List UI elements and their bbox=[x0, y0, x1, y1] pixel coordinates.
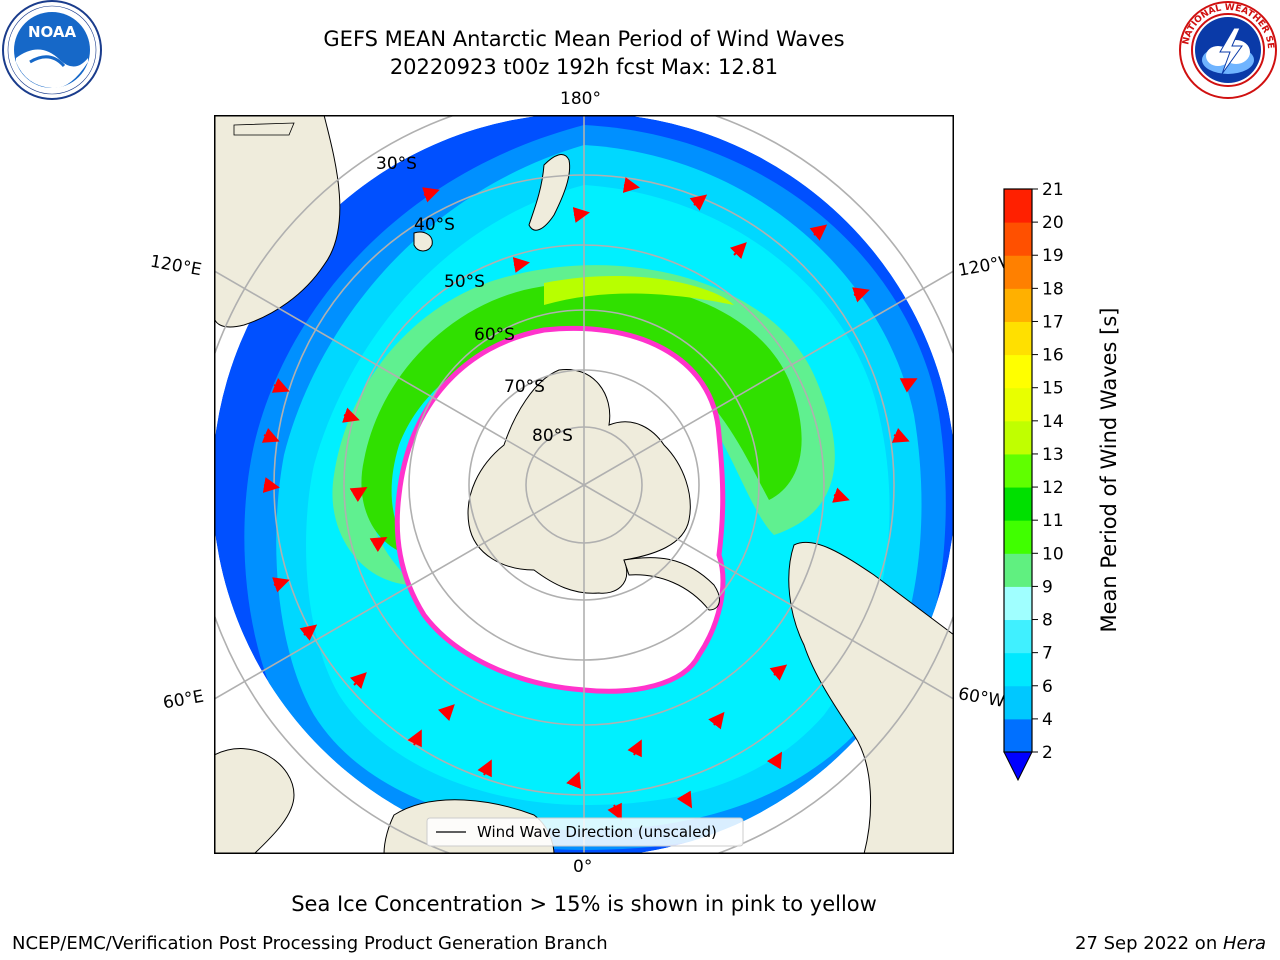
colorbar-tick-label: 12 bbox=[1042, 478, 1064, 498]
colorbar-tick-label: 14 bbox=[1042, 412, 1064, 432]
colorbar-tick-label: 8 bbox=[1042, 611, 1053, 631]
colorbar-segment bbox=[1004, 222, 1032, 256]
map-legend: Wind Wave Direction (unscaled) bbox=[426, 817, 744, 847]
colorbar-segment bbox=[1004, 553, 1032, 587]
footer-date: 27 Sep 2022 on Hera bbox=[1075, 932, 1266, 956]
colorbar-segment bbox=[1004, 453, 1032, 488]
colorbar-segment bbox=[1004, 619, 1032, 654]
colorbar-segment bbox=[1004, 685, 1032, 720]
map-title: GEFS MEAN Antarctic Mean Period of Wind … bbox=[323, 27, 845, 51]
colorbar-segment bbox=[1004, 520, 1032, 554]
colorbar-tick-label: 18 bbox=[1042, 279, 1064, 299]
colorbar-tick-label: 6 bbox=[1042, 677, 1053, 697]
colorbar-tick-label: 4 bbox=[1042, 710, 1053, 730]
colorbar-segment bbox=[1004, 420, 1032, 455]
colorbar: 2 4 6 7 8 9 10 11 12 13 14 15 16 17 18 19 20 21 Mean Peri… bbox=[1003, 180, 1121, 782]
footer-host: Hera bbox=[1222, 933, 1266, 954]
noaa-logo-text: NOAA bbox=[28, 23, 77, 41]
colorbar-segment bbox=[1004, 487, 1032, 521]
colorbar-segment bbox=[1004, 652, 1032, 687]
lon-label-0: 0° bbox=[573, 857, 593, 877]
colorbar-segment bbox=[1004, 189, 1032, 223]
lon-label-60e: 60°E bbox=[161, 686, 206, 714]
colorbar-segment bbox=[1004, 288, 1032, 322]
colorbar-tick-label: 20 bbox=[1042, 213, 1064, 233]
lon-label-120e: 120°E bbox=[148, 251, 204, 281]
antarctic-peninsula bbox=[623, 557, 720, 611]
colorbar-segment bbox=[1004, 586, 1032, 621]
colorbar-segment bbox=[1004, 718, 1032, 753]
lat-label-30s: 30°S bbox=[376, 154, 417, 174]
south-america bbox=[788, 541, 954, 854]
lat-label-60s: 60°S bbox=[474, 325, 515, 345]
australia bbox=[214, 115, 341, 328]
footer-date-text: 27 Sep 2022 on bbox=[1075, 933, 1223, 954]
map-border bbox=[214, 115, 954, 854]
colorbar-tick-label: 21 bbox=[1042, 180, 1064, 200]
colorbar-tick-label: 11 bbox=[1042, 511, 1064, 531]
colorbar-under-arrow bbox=[1003, 751, 1033, 782]
lat-label-80s: 80°S bbox=[532, 426, 573, 446]
period-band-12-13 bbox=[544, 275, 734, 305]
footer-credit: NCEP/EMC/Verification Post Processing Pr… bbox=[12, 933, 608, 954]
colorbar-segment bbox=[1004, 354, 1032, 389]
lon-label-180: 180° bbox=[560, 89, 601, 109]
colorbar-segment bbox=[1004, 321, 1032, 356]
tasmania bbox=[413, 231, 433, 252]
wind-wave-arrows bbox=[261, 177, 918, 821]
colorbar-segments bbox=[1004, 189, 1032, 753]
colorbar-tick-label: 17 bbox=[1042, 312, 1064, 332]
colorbar-tick-label: 9 bbox=[1042, 577, 1053, 597]
colorbar-tick-label: 7 bbox=[1042, 644, 1053, 664]
lat-label-70s: 70°S bbox=[504, 377, 545, 397]
legend-label: Wind Wave Direction (unscaled) bbox=[477, 823, 717, 841]
longitude-gridlines bbox=[214, 115, 954, 854]
colorbar-tick-label: 19 bbox=[1042, 246, 1064, 266]
lat-label-50s: 50°S bbox=[444, 272, 485, 292]
polar-map: 30°S 40°S 50°S 60°S 70°S 80°S Wind Wave … bbox=[214, 115, 954, 854]
madagascar bbox=[214, 748, 295, 854]
colorbar-ticks: 2 4 6 7 8 9 10 11 12 13 14 15 16 17 18 19 20 21 bbox=[1032, 180, 1064, 763]
colorbar-tick-label: 16 bbox=[1042, 346, 1064, 366]
national-weather-service-logo-icon: NATIONAL WEATHER SERVICE bbox=[1176, 0, 1277, 99]
colorbar-label: Mean Period of Wind Waves [s] bbox=[1097, 308, 1121, 633]
colorbar-tick-label: 10 bbox=[1042, 544, 1064, 564]
new-zealand bbox=[528, 154, 571, 231]
colorbar-tick-label: 15 bbox=[1042, 379, 1064, 399]
noaa-logo-icon: NOAA bbox=[2, 0, 102, 100]
colorbar-tick-label: 13 bbox=[1042, 445, 1064, 465]
colorbar-segment bbox=[1004, 255, 1032, 289]
colorbar-segment bbox=[1004, 387, 1032, 422]
lat-label-40s: 40°S bbox=[414, 215, 455, 235]
map-subtitle: 20220923 t00z 192h fcst Max: 12.81 bbox=[389, 55, 779, 79]
colorbar-tick-label: 2 bbox=[1042, 743, 1053, 763]
sea-ice-caption: Sea Ice Concentration > 15% is shown in … bbox=[291, 892, 877, 916]
